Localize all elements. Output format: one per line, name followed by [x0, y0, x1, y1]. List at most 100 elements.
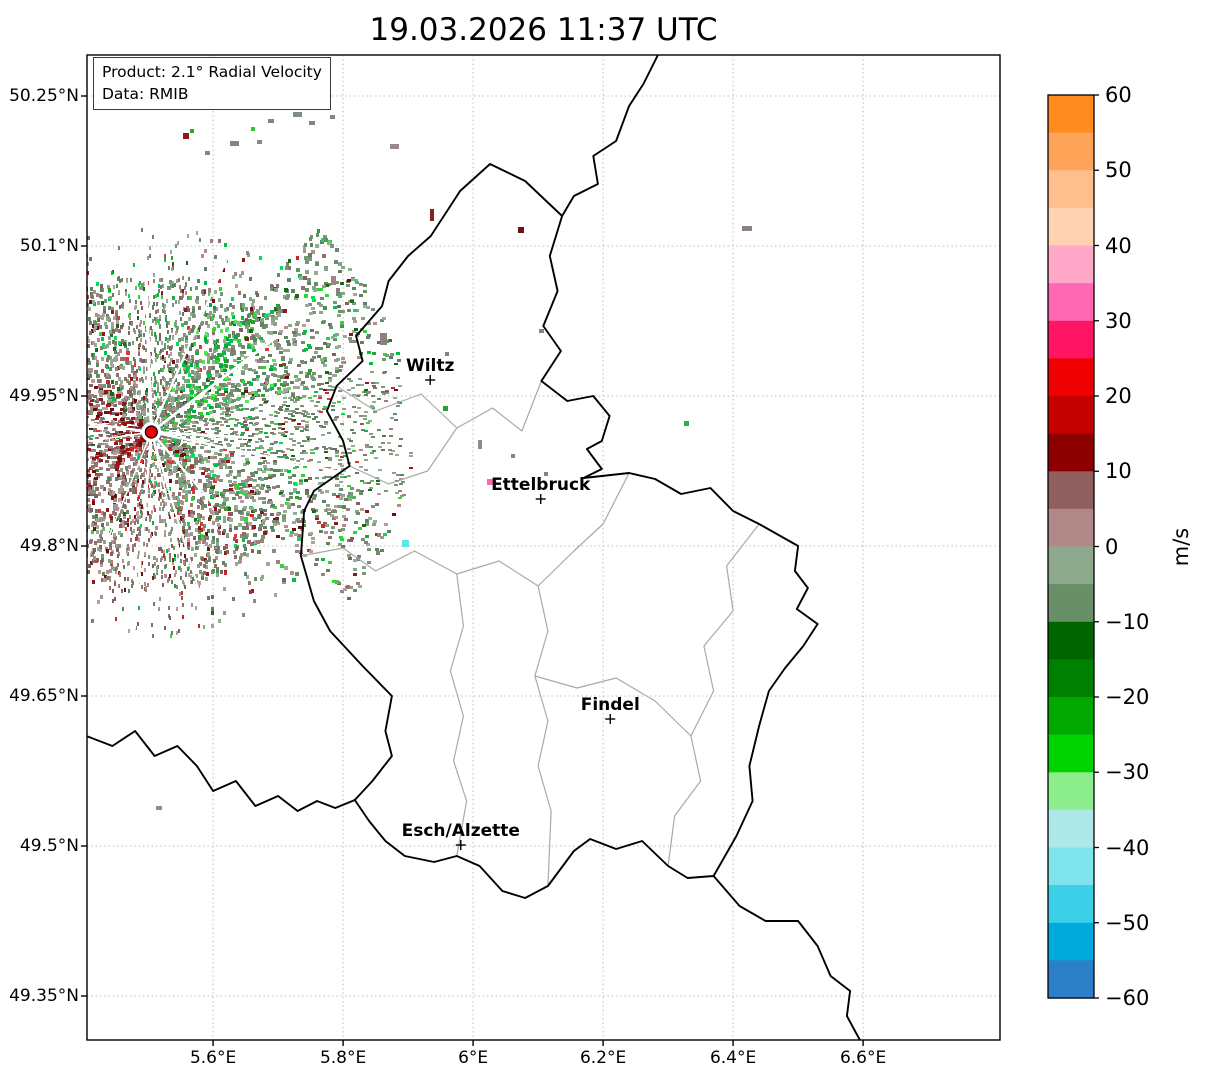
- colorbar-segment: [1048, 433, 1094, 472]
- city-label: Findel: [581, 695, 640, 715]
- colorbar-tick-label: −30: [1105, 760, 1150, 785]
- echo-speck: [268, 119, 274, 123]
- colorbar-tick-label: −10: [1105, 609, 1150, 634]
- y-tick-label: 50.1°N: [19, 236, 79, 256]
- x-tick-label: 6.2°E: [579, 1048, 627, 1068]
- map-layers: Wiltz Ettelbruck Findel Esch/Alzette: [87, 55, 1000, 1040]
- colorbar-segment: [1048, 584, 1094, 623]
- data-source-line: Data: RMIB: [102, 85, 189, 103]
- figure-title: 19.03.2026 11:37 UTC: [369, 12, 718, 48]
- district-border: [300, 472, 630, 587]
- colorbar-segment: [1048, 621, 1094, 660]
- colorbar-segment: [1048, 659, 1094, 698]
- echo-speck: [336, 288, 340, 296]
- colorbar-segment: [1048, 95, 1094, 134]
- echo-speck: [390, 144, 399, 149]
- echo-speck: [518, 227, 524, 233]
- colorbar-tick-label: −40: [1105, 835, 1150, 860]
- echo-speck: [230, 141, 239, 146]
- echo-speck: [478, 440, 482, 449]
- y-tick-label: 49.95°N: [9, 386, 79, 406]
- colorbar-tick-label: 60: [1105, 83, 1132, 107]
- colorbar-segment: [1048, 847, 1094, 886]
- y-tick-label: 49.35°N: [9, 986, 79, 1006]
- colorbar-segment: [1048, 358, 1094, 397]
- colorbar-units-label: m/s: [1169, 527, 1193, 567]
- echo-speck: [430, 209, 434, 221]
- colorbar-segment: [1048, 922, 1094, 961]
- echo-speck: [183, 133, 189, 139]
- echo-speck: [297, 537, 301, 541]
- echo-speck: [445, 352, 449, 356]
- x-tick-label: 6°E: [458, 1048, 489, 1068]
- colorbar-segment: [1048, 885, 1094, 924]
- y-tick-label: 49.5°N: [19, 836, 79, 856]
- colorbar-segment: [1048, 396, 1094, 435]
- city-label: Ettelbruck: [491, 475, 591, 495]
- echo-speck: [331, 276, 336, 285]
- echo-speck: [190, 129, 194, 133]
- echo-speck: [402, 540, 409, 547]
- product-info-box: Product: 2.1° Radial Velocity Data: RMIB: [93, 57, 331, 110]
- colorbar-tick-label: 40: [1105, 233, 1132, 258]
- y-tick-label: 49.8°N: [19, 536, 79, 556]
- y-tick-label: 50.25°N: [9, 86, 79, 106]
- colorbar-tick-label: −20: [1105, 685, 1150, 709]
- echo-speck: [487, 479, 493, 485]
- colorbar-segment: [1048, 546, 1094, 585]
- echo-speck: [156, 806, 162, 810]
- x-tick-label: 6.4°E: [709, 1048, 757, 1068]
- echo-speck: [251, 127, 255, 131]
- echo-speck: [293, 112, 302, 117]
- colorbar-tick-label: 50: [1105, 158, 1132, 183]
- echo-speck: [539, 329, 544, 333]
- colorbar-segment: [1048, 283, 1094, 322]
- radar-site-marker: [144, 425, 158, 439]
- colorbar-segment: [1048, 207, 1094, 247]
- colorbar-segment: [1048, 697, 1094, 736]
- colorbar-segment: [1048, 960, 1094, 999]
- colorbar-segment: [1048, 772, 1094, 811]
- district-border: [449, 573, 468, 857]
- colorbar-segment: [1048, 170, 1094, 209]
- x-tick-label: 5.8°E: [319, 1048, 367, 1068]
- y-tick-label: 49.65°N: [9, 686, 79, 706]
- echo-speck: [511, 454, 515, 458]
- echo-speck: [205, 151, 210, 155]
- echo-speck: [443, 406, 448, 411]
- colorbar-segment: [1048, 809, 1094, 849]
- country-border-luxembourg: [299, 163, 819, 899]
- colorbar-segment: [1048, 471, 1094, 510]
- district-border: [349, 427, 458, 485]
- colorbar-tick-label: −60: [1105, 986, 1150, 1010]
- colorbar-tick-label: 20: [1105, 384, 1132, 408]
- echo-speck: [309, 121, 315, 125]
- echo-speck: [321, 524, 325, 528]
- colorbar-tick-label: 10: [1105, 459, 1132, 484]
- colorbar-tick-label: 0: [1105, 534, 1119, 559]
- district-border: [534, 675, 692, 737]
- country-border-france-belgium: [87, 730, 356, 812]
- echo-speck: [257, 140, 262, 144]
- x-tick-label: 5.6°E: [189, 1048, 237, 1068]
- colorbar-segment: [1048, 320, 1094, 359]
- colorbar-segment: [1048, 734, 1094, 773]
- product-line: Product: 2.1° Radial Velocity: [102, 63, 322, 81]
- city-label: Wiltz: [406, 356, 455, 376]
- colorbar-tick-label: −50: [1105, 910, 1150, 935]
- colorbar-segment: [1048, 245, 1094, 284]
- district-border: [667, 523, 760, 867]
- echo-speck: [544, 472, 548, 476]
- plot-frame: [86, 54, 1001, 1041]
- echo-speck: [330, 115, 335, 119]
- country-border-belgium-germany: [561, 55, 659, 217]
- echo-speck: [742, 226, 752, 231]
- country-border-france-germany: [712, 875, 861, 1040]
- echo-speck: [684, 421, 689, 426]
- district-border: [534, 585, 552, 887]
- colorbar-segment: [1048, 132, 1094, 171]
- city-label: Esch/Alzette: [402, 821, 520, 841]
- echo-speck: [380, 333, 387, 345]
